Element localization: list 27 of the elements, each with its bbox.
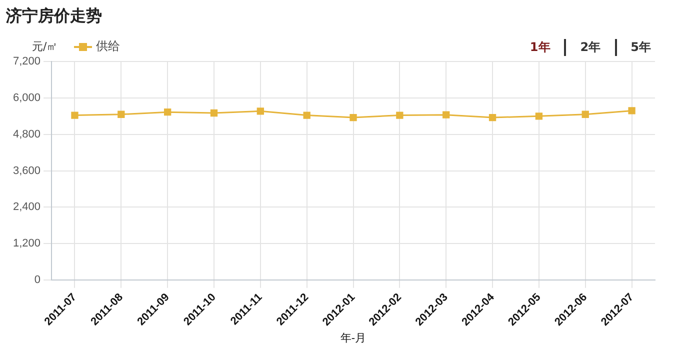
- point: [303, 112, 310, 119]
- point: [442, 111, 450, 118]
- point: [628, 107, 636, 114]
- point: [71, 112, 78, 119]
- y-tick-label: 1,200: [12, 238, 41, 250]
- point: [582, 110, 589, 118]
- y-tick-label: 3,600: [12, 164, 41, 177]
- chart-title: 济宁房价走势: [6, 6, 102, 27]
- x-axis-title: 年-月: [340, 332, 366, 344]
- point: [118, 110, 125, 118]
- point: [256, 108, 264, 115]
- y-axis-title: 元/㎡: [32, 39, 58, 54]
- point: [396, 112, 404, 119]
- text: 1年: [528, 39, 552, 56]
- y-tick-label: 0: [34, 274, 41, 286]
- text: 2年: [564, 39, 615, 56]
- y-tick-label: 7,200: [12, 56, 41, 68]
- y-tick-label: 4,800: [12, 128, 41, 140]
- y-tick-label: 6,000: [12, 92, 41, 104]
- point: [488, 114, 496, 122]
- point: [350, 114, 357, 122]
- point: [535, 112, 543, 120]
- text: 5年: [614, 39, 665, 56]
- y-tick-label: 2,400: [12, 201, 41, 214]
- legend-label: 供给: [96, 38, 120, 55]
- point: [164, 108, 172, 116]
- point: [210, 109, 218, 117]
